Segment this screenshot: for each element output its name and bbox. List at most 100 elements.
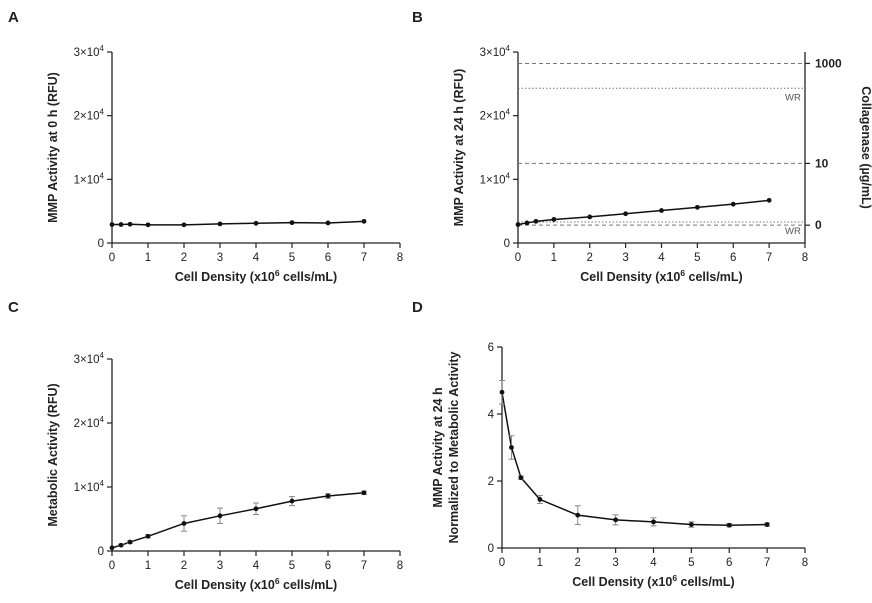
x-tick-label: 8 [397, 560, 403, 572]
x-axis-title: Cell Density (x106 cells/mL) [572, 573, 734, 589]
panel-c: C 0 1 2 3 4 5 6 7 8 0 1×104 2×104 3×104 Cell Density (… [8, 299, 403, 592]
data-point [515, 222, 521, 227]
y-tick-label: 0 [98, 546, 104, 558]
x-tick-label: 4 [658, 252, 665, 264]
data-point [181, 521, 187, 526]
y2-tick-label: 0 [815, 218, 822, 232]
x-tick-label: 4 [650, 557, 657, 569]
data-point [253, 220, 259, 226]
data-point [289, 498, 295, 504]
x-axis-title: Cell Density (x106 cells/mL) [175, 268, 337, 284]
y2-tick-label: 1000 [815, 56, 842, 70]
data-point [253, 506, 259, 512]
data-point [127, 221, 133, 227]
panel-a: A 0 1 2 3 4 5 6 7 8 0 1×104 2×104 3×104 Cell Density (… [8, 9, 403, 284]
data-point [766, 197, 772, 203]
x-tick-label: 5 [694, 252, 700, 264]
y-axis-title: MMP Activity at 24 h (RFU) [452, 69, 466, 227]
x-tick-label: 5 [289, 560, 295, 572]
y-tick-label: 6 [488, 342, 494, 354]
x-tick-label: 4 [253, 560, 260, 572]
data-point [118, 222, 124, 227]
y-axis-title-line: MMP Activity at 24 h [431, 387, 445, 507]
data-point [537, 497, 543, 502]
data-point [613, 517, 619, 523]
y-tick-label: 3×104 [74, 351, 105, 366]
data-point [623, 211, 629, 217]
data-point [325, 493, 331, 499]
y-tick-label: 0 [98, 238, 104, 250]
x-tick-label: 8 [397, 252, 403, 264]
panel-b: B 0 1 2 3 4 5 6 7 8 0 1×104 2×104 3×104 Cell Density (… [412, 9, 872, 284]
data-point [361, 218, 367, 224]
data-point [109, 545, 115, 551]
data-point [575, 512, 581, 518]
x-tick-label: 8 [802, 252, 808, 264]
data-point [533, 218, 539, 224]
y-tick-label: 0 [504, 238, 510, 250]
x-tick-label: 2 [587, 252, 593, 264]
y-tick-label: 2 [488, 476, 494, 488]
x-tick-label: 2 [575, 557, 581, 569]
series-line [112, 220, 365, 226]
x-tick-label: 7 [766, 252, 772, 264]
data-point [651, 519, 656, 525]
x-tick-label: 6 [325, 252, 331, 264]
data-point [730, 201, 736, 207]
data-point [688, 522, 694, 527]
x-tick-label: 0 [109, 252, 115, 264]
y-tick-label: 2×104 [74, 415, 105, 430]
x-tick-label: 1 [145, 560, 151, 572]
series-line [517, 199, 770, 226]
x-tick-label: 6 [730, 252, 736, 264]
reference-line-label: WR [785, 92, 801, 103]
data-point [726, 522, 732, 528]
series-line [501, 392, 768, 526]
data-point [551, 217, 557, 222]
panel-letter: B [412, 9, 423, 26]
data-point [694, 204, 700, 210]
y-tick-label: 4 [488, 409, 495, 421]
x-axis-title: Cell Density (x106 cells/mL) [580, 268, 742, 284]
x-tick-label: 1 [537, 557, 543, 569]
y-tick-label: 0 [488, 543, 494, 555]
x-tick-label: 7 [361, 560, 367, 572]
y-tick-label: 3×104 [74, 44, 105, 59]
y-tick-label: 2×104 [74, 108, 105, 123]
data-point [587, 214, 593, 220]
data-point [659, 208, 664, 213]
data-point [499, 389, 505, 395]
panel-letter: C [8, 299, 19, 316]
x-tick-label: 2 [181, 560, 187, 572]
panel-letter: D [412, 299, 423, 316]
data-point [217, 221, 223, 227]
data-point [361, 490, 367, 496]
data-point [145, 222, 151, 228]
y-axis-title: MMP Activity at 0 h (RFU) [46, 72, 60, 223]
data-point [289, 220, 295, 226]
data-point [127, 539, 133, 545]
series-line [111, 492, 365, 549]
y-axis-title-line: Normalized to Metabolic Activity [447, 351, 461, 543]
data-point [181, 222, 187, 228]
data-point [518, 475, 524, 481]
y-tick-label: 1×104 [74, 171, 105, 186]
data-point [524, 220, 530, 226]
x-tick-label: 0 [109, 560, 115, 572]
data-point [109, 222, 115, 227]
data-point [325, 220, 331, 226]
x-tick-label: 3 [622, 252, 628, 264]
x-tick-label: 0 [515, 252, 521, 264]
x-tick-label: 4 [253, 252, 260, 264]
panel-letter: A [8, 9, 19, 26]
y-tick-label: 1×104 [480, 171, 511, 186]
x-tick-label: 8 [802, 557, 808, 569]
x-tick-label: 0 [499, 557, 505, 569]
reference-line-label: WR [785, 226, 801, 237]
data-point [217, 513, 223, 519]
x-tick-label: 2 [181, 252, 187, 264]
x-tick-label: 3 [217, 252, 223, 264]
x-tick-label: 1 [551, 252, 557, 264]
y-tick-label: 2×104 [480, 108, 511, 123]
